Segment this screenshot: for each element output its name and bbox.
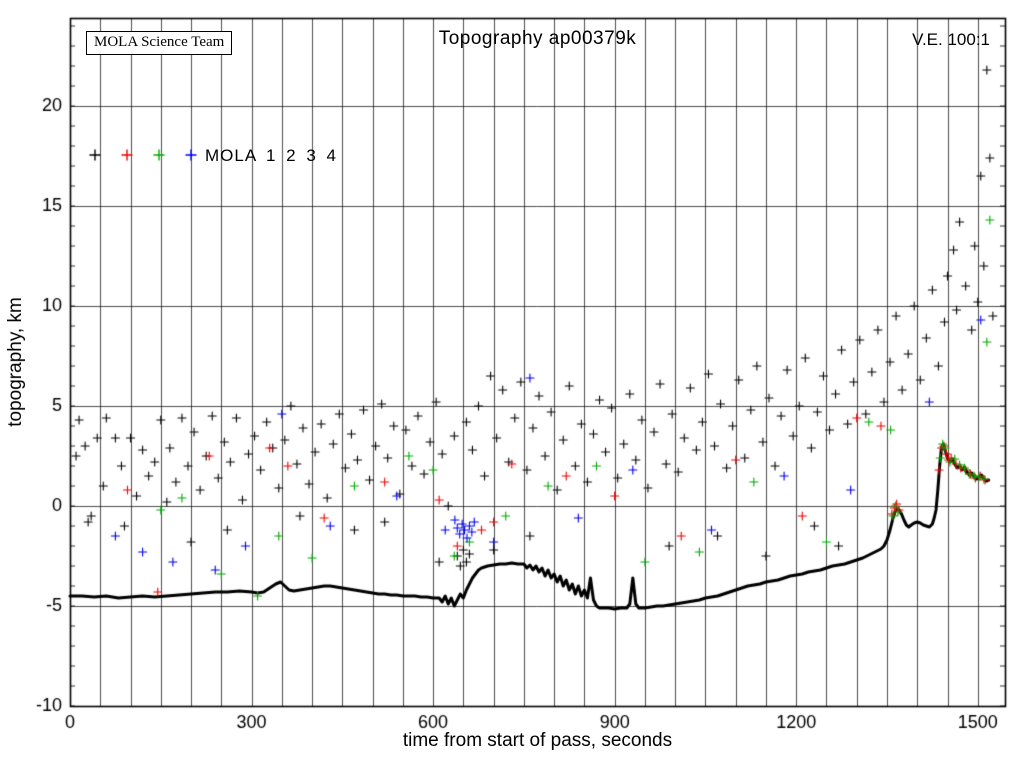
y-axis-label: topography, km [5,297,26,427]
plot-title: Topography ap00379k [438,28,637,49]
science-team-label: MOLA Science Team [94,34,225,50]
legend-label: MOLA 1 2 3 4 [205,146,337,165]
x-axis-label: time from start of pass, seconds [402,730,673,751]
vertical-exaggeration-label: V.E. 100:1 [912,30,990,49]
science-team-box: MOLA Science Team [86,31,233,55]
